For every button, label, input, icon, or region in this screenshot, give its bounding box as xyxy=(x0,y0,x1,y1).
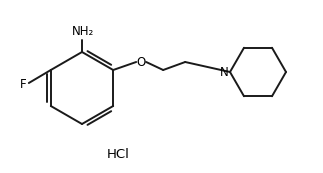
Text: F: F xyxy=(20,79,27,92)
Text: NH₂: NH₂ xyxy=(72,25,94,38)
Text: HCl: HCl xyxy=(107,148,130,162)
Text: O: O xyxy=(137,56,146,69)
Text: N: N xyxy=(220,66,229,79)
